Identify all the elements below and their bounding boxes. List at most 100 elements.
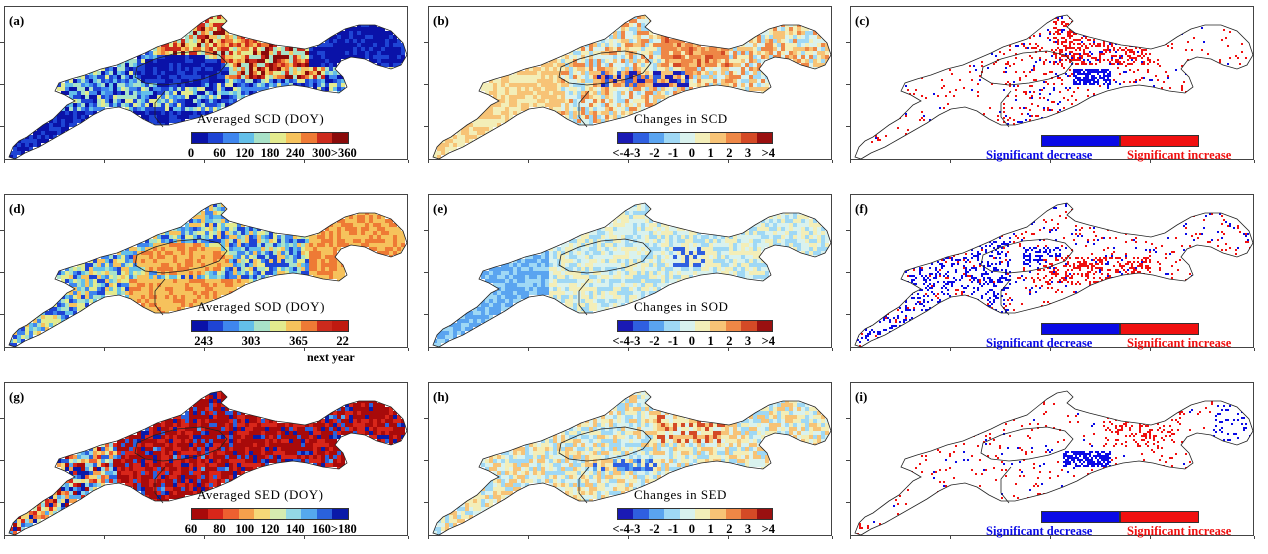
colorbar-tick-label: 300>360 xyxy=(312,146,357,160)
axis-tick xyxy=(0,460,4,461)
colorbar-swatch xyxy=(192,509,208,519)
colorbar-swatch xyxy=(618,509,634,519)
colorbar-tick-label: 100 xyxy=(235,522,255,536)
axis-tick xyxy=(846,418,850,419)
axis-tick xyxy=(1050,348,1051,351)
axis-tick xyxy=(728,160,729,163)
axis-tick xyxy=(424,42,428,43)
colorbar-swatch xyxy=(238,133,255,143)
axis-tick xyxy=(4,348,5,351)
colorbar-tick-label: 2 xyxy=(726,334,733,348)
colorbar-tick-label: 0 xyxy=(688,334,695,348)
axis-tick xyxy=(0,126,4,127)
axis-tick xyxy=(850,536,851,539)
colorbar-swatch xyxy=(316,133,333,143)
colorbar-swatch xyxy=(332,321,348,331)
map-panel-g: (g) Averaged SED (DOY) 60 80 100 120 140 160>18… xyxy=(0,378,409,539)
panel-label: (d) xyxy=(9,201,25,216)
significance-legend-bar xyxy=(1041,511,1199,523)
axis-tick xyxy=(846,460,850,461)
colorbar-swatch xyxy=(648,133,665,143)
map-frame: (h) Changes in SED <-4-3 -2 -1 0 1 2 3 >4 xyxy=(428,382,832,536)
map-frame: (d) Averaged SOD (DOY) 243 303 365 22 next yea… xyxy=(4,194,408,364)
map-frame: (a) Averaged SCD (DOY) 0 60 120 180 240 300>360 xyxy=(4,6,408,160)
colorbar xyxy=(191,320,349,332)
colorbar-swatch xyxy=(725,321,742,331)
colorbar-tick-label: 0 xyxy=(187,146,195,160)
colorbar-swatch xyxy=(679,509,696,519)
colorbar-tick-label: 2 xyxy=(726,522,733,536)
axis-tick xyxy=(0,42,4,43)
axis-tick xyxy=(846,126,850,127)
colorbar-swatch xyxy=(285,321,302,331)
colorbar-swatch xyxy=(301,509,317,519)
colorbar-tick-label: 140 xyxy=(285,522,305,536)
axis-tick xyxy=(846,272,850,273)
panel-label: (i) xyxy=(855,389,868,404)
axis-tick xyxy=(408,348,409,351)
axis-tick xyxy=(1254,160,1255,163)
colorbar-tick-label: >4 xyxy=(761,146,775,160)
axis-tick xyxy=(424,418,428,419)
map-raster xyxy=(8,202,408,348)
map-raster xyxy=(8,390,408,536)
axis-tick xyxy=(950,160,951,163)
colorbar-title: Averaged SOD (DOY) xyxy=(197,299,325,314)
colorbar-tick-label: 365 xyxy=(289,334,308,348)
panel-label: (h) xyxy=(433,389,449,404)
colorbar-swatch xyxy=(756,321,773,331)
significance-legend-bar xyxy=(1041,323,1199,335)
colorbar-title: Averaged SCD (DOY) xyxy=(197,111,325,126)
colorbar-tick-label: 1 xyxy=(707,146,714,160)
colorbar-tick-label: 0 xyxy=(688,522,695,536)
colorbar-swatch xyxy=(301,321,317,331)
axis-tick xyxy=(528,536,529,539)
colorbar xyxy=(617,320,773,332)
panel-label: (g) xyxy=(9,389,25,404)
axis-tick xyxy=(204,348,205,351)
colorbar-tick-label: 120 xyxy=(235,146,255,160)
map-frame: (g) Averaged SED (DOY) 60 80 100 120 140 160>18… xyxy=(4,382,408,536)
decrease-swatch xyxy=(1041,323,1120,335)
colorbar-tick-labels: <-4-3 -2 -1 0 1 2 3 >4 xyxy=(612,146,775,160)
colorbar-swatch xyxy=(254,509,270,519)
colorbar-swatch xyxy=(725,509,742,519)
increase-label: Significant increase xyxy=(1127,524,1232,538)
increase-label: Significant increase xyxy=(1127,336,1232,350)
colorbar-tick-label: 303 xyxy=(241,334,261,348)
axis-tick xyxy=(528,348,529,351)
significance-legend-bar xyxy=(1041,135,1199,147)
colorbar-swatch xyxy=(301,133,317,143)
colorbar-tick-labels: <-4-3 -2 -1 0 1 2 3 >4 xyxy=(612,522,775,536)
axis-tick xyxy=(528,160,529,163)
decrease-label: Significant decrease xyxy=(986,336,1093,350)
colorbar-tick-label: 60 xyxy=(184,522,198,536)
colorbar-tick-labels: <-4-3 -2 -1 0 1 2 3 >4 xyxy=(612,334,775,348)
axis-tick xyxy=(850,160,851,163)
axis-tick xyxy=(424,502,428,503)
axis-tick xyxy=(304,536,305,539)
colorbar-tick-labels: 0 60 120 180 240 300>360 xyxy=(187,146,357,160)
colorbar-tick-label: <-4-3 xyxy=(612,522,641,536)
decrease-swatch xyxy=(1041,511,1120,523)
increase-swatch xyxy=(1120,511,1199,523)
decrease-label: Significant decrease xyxy=(986,524,1093,538)
axis-tick xyxy=(0,230,4,231)
colorbar-tick-label: 0 xyxy=(688,146,695,160)
colorbar-swatch xyxy=(618,321,634,331)
axis-tick xyxy=(0,502,4,503)
decrease-label: Significant decrease xyxy=(986,148,1093,162)
axis-tick xyxy=(728,536,729,539)
panel-label: (a) xyxy=(9,13,25,28)
colorbar-swatch xyxy=(725,133,742,143)
axis-tick xyxy=(0,84,4,85)
axis-tick xyxy=(204,536,205,539)
colorbar-swatch xyxy=(679,133,696,143)
map-panel-i: (i) Significant decrease Significant incre… xyxy=(846,378,1255,539)
colorbar-swatch xyxy=(207,321,224,331)
decrease-swatch xyxy=(1041,135,1120,147)
map-panel-e: (e) Changes in SOD <-4-3 -2 -1 0 1 2 3 >4 xyxy=(424,190,833,351)
colorbar-title: Changes in SED xyxy=(634,487,727,502)
colorbar-title: Averaged SED (DOY) xyxy=(197,487,324,502)
colorbar-extra-label: next year xyxy=(307,350,355,364)
